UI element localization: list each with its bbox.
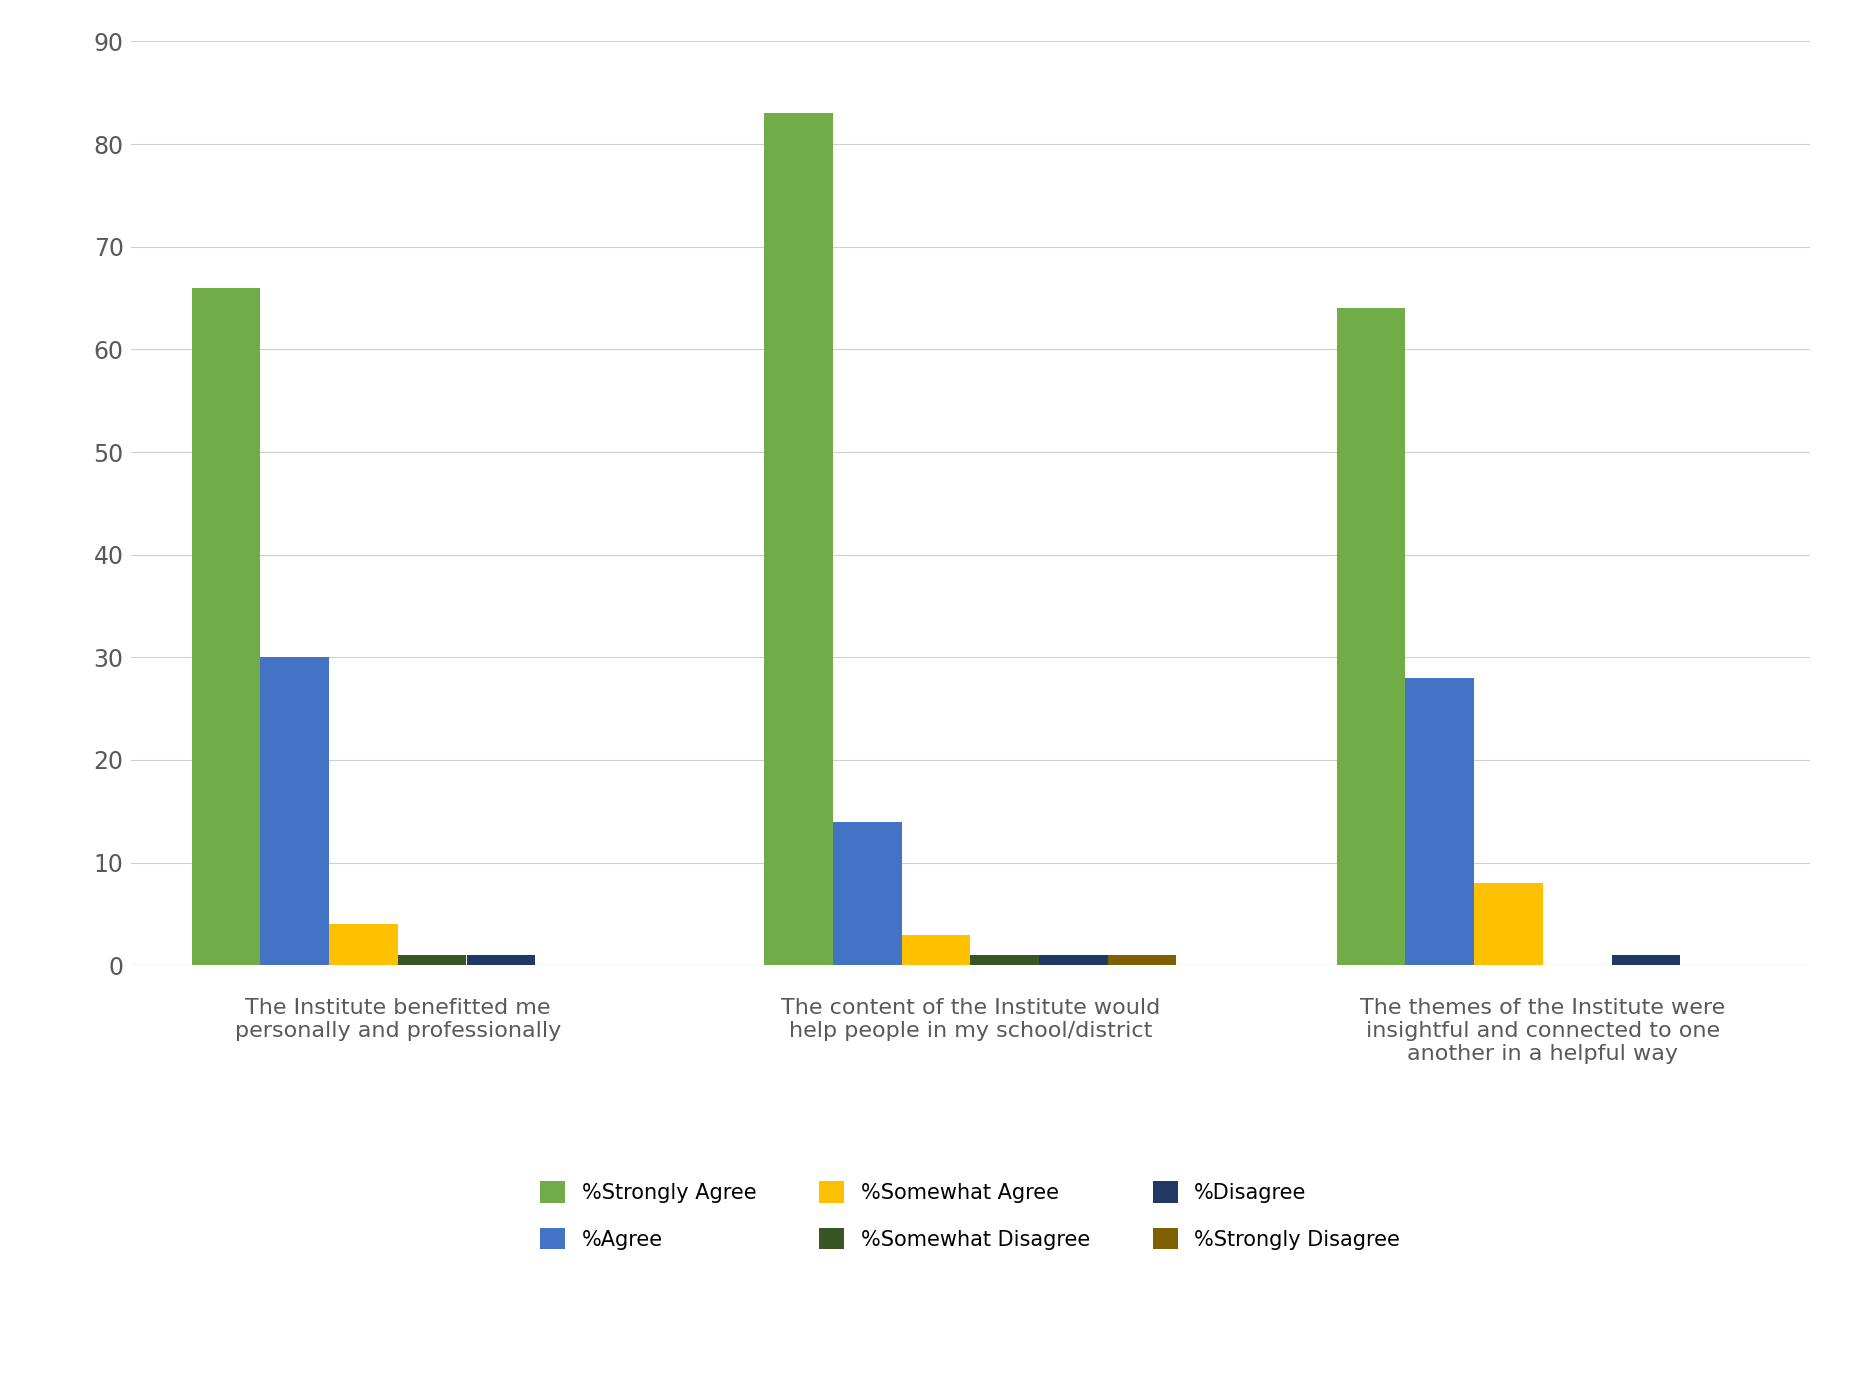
Bar: [1474, 883, 1543, 965]
Bar: [261, 658, 328, 965]
Bar: [192, 288, 261, 965]
Bar: [1405, 678, 1474, 965]
Bar: [1108, 956, 1176, 965]
Bar: [328, 924, 397, 965]
Bar: [832, 822, 901, 965]
Bar: [1039, 956, 1108, 965]
Bar: [466, 956, 536, 965]
Bar: [397, 956, 466, 965]
Bar: [970, 956, 1039, 965]
Bar: [1612, 956, 1679, 965]
Bar: [901, 935, 970, 965]
Bar: [1336, 309, 1405, 965]
Bar: [765, 113, 832, 965]
Legend: %Strongly Agree, %Agree, %Somewhat Agree, %Somewhat Disagree, %Disagree, %Strong: %Strongly Agree, %Agree, %Somewhat Agree…: [519, 1161, 1422, 1270]
